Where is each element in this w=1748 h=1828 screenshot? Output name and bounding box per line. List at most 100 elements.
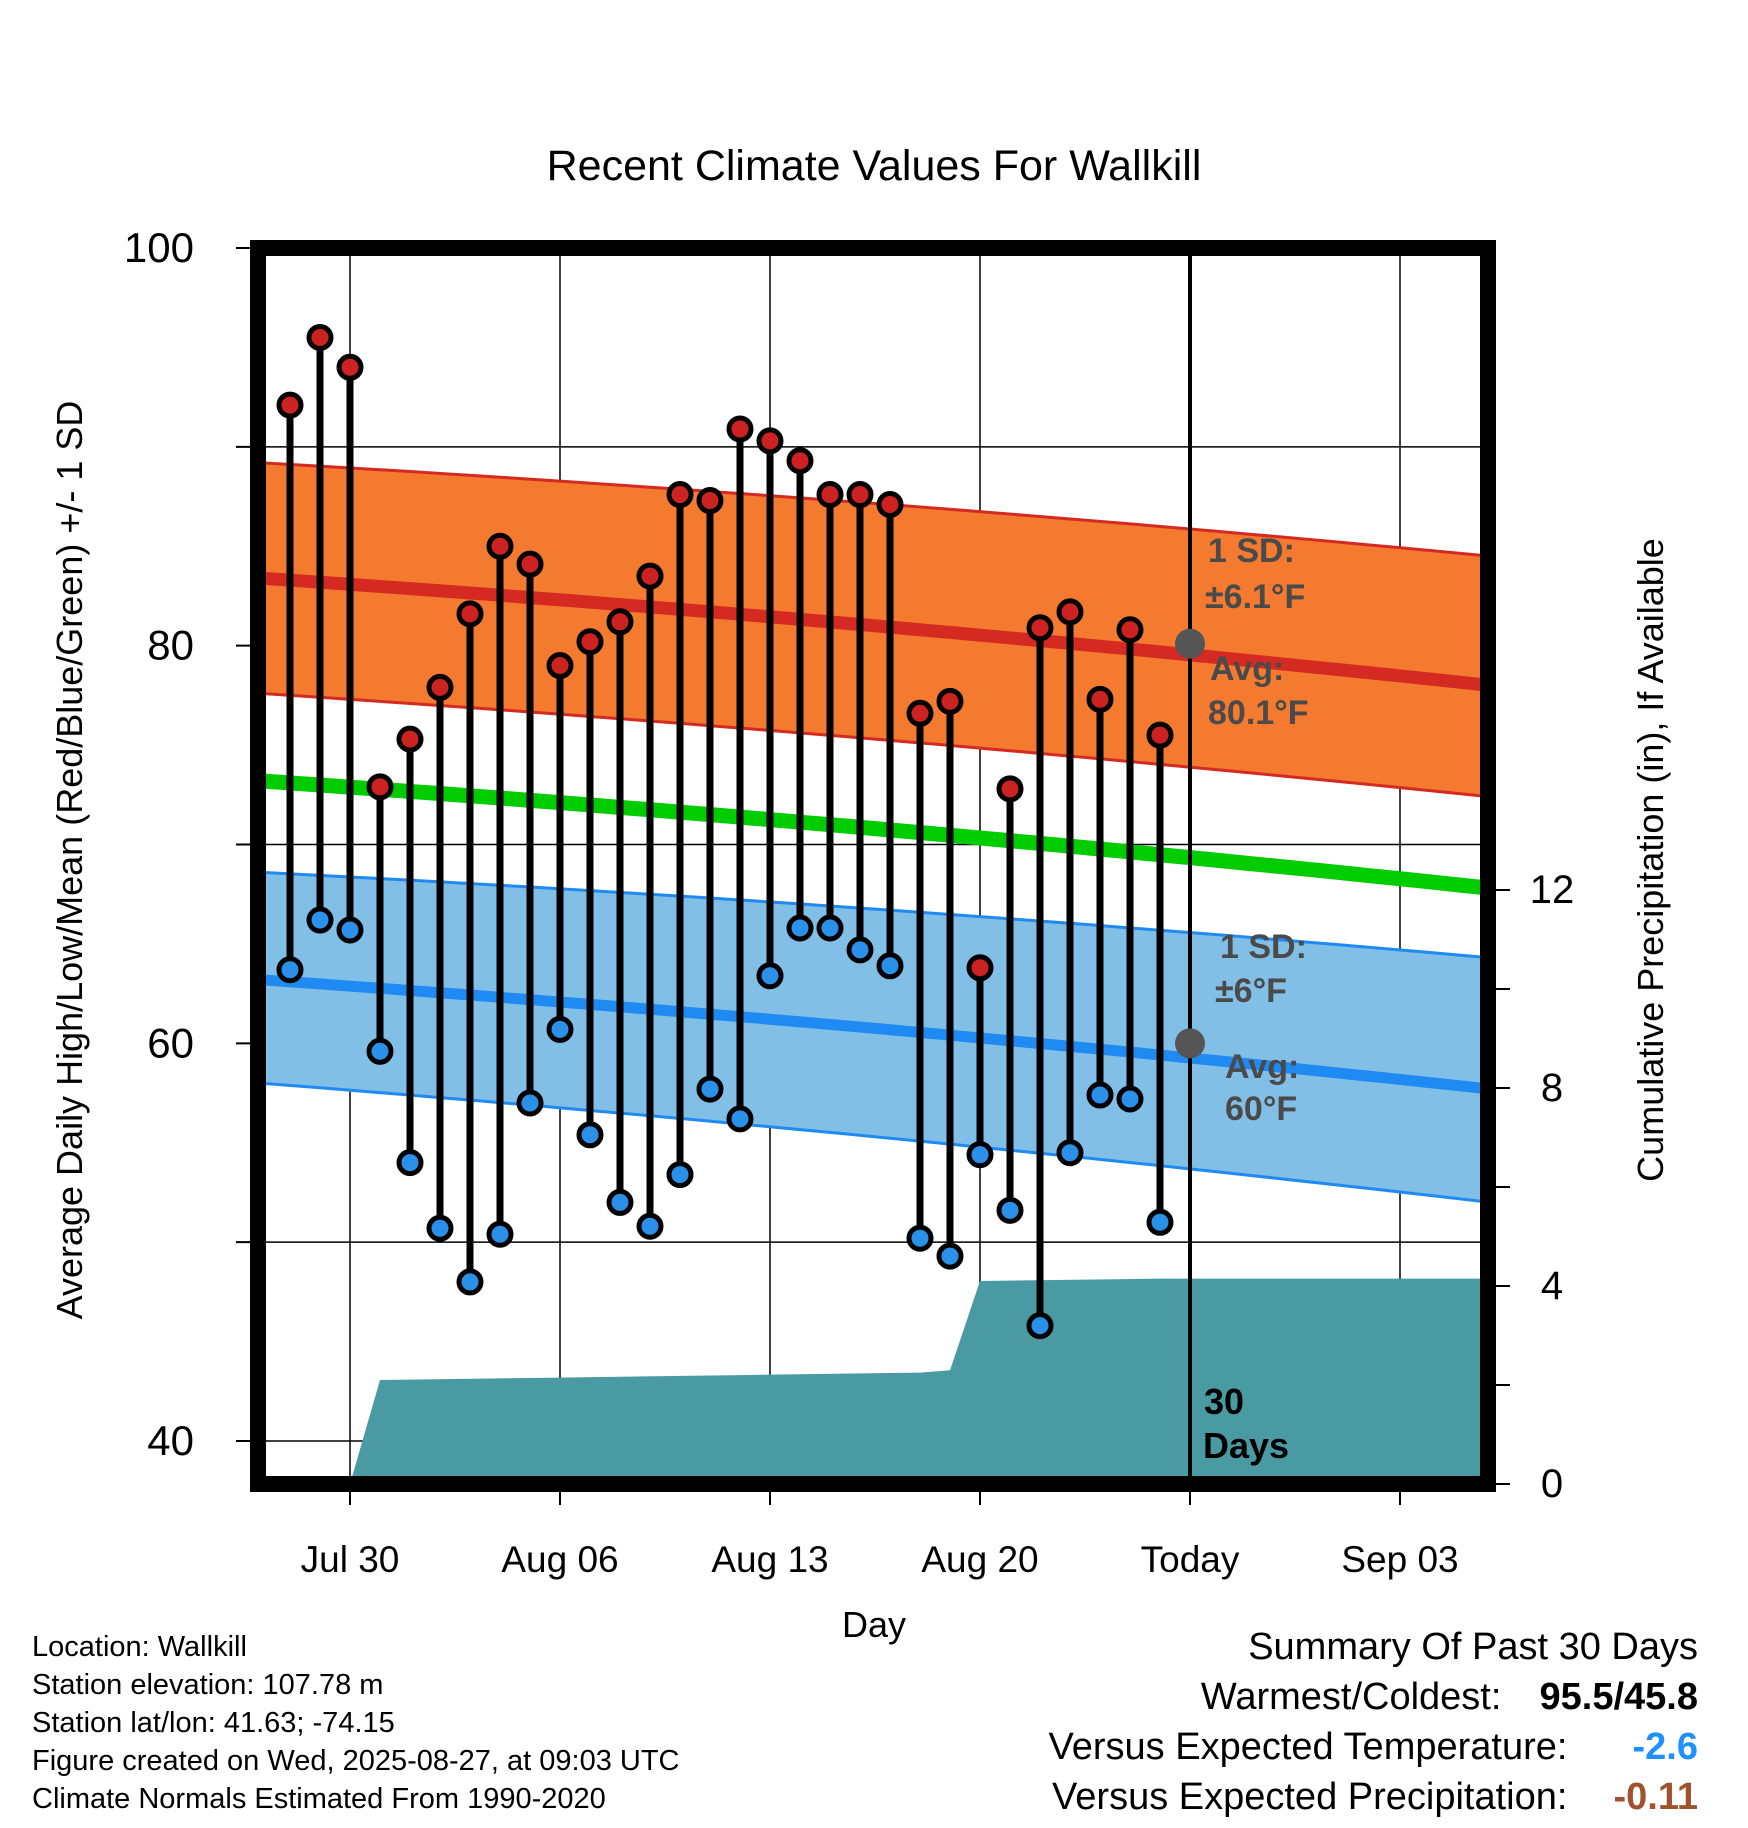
observed-high-point (336, 353, 364, 381)
y2-tick-label: 12 (1530, 868, 1575, 912)
observed-low-point (876, 952, 904, 980)
observed-high-point (906, 699, 934, 727)
observed-low-point (846, 936, 874, 964)
observed-low-point (1056, 1139, 1084, 1167)
observed-low-point (696, 1075, 724, 1103)
low-sd-lower-line (259, 1081, 1488, 1204)
y2-tick-label: 8 (1541, 1066, 1563, 1110)
observed-high-point (486, 532, 514, 560)
observed-low-point (576, 1121, 604, 1149)
observed-high-point (456, 600, 484, 628)
normal-mean-line (259, 773, 1488, 896)
observed-low-point (306, 906, 334, 934)
summary-panel: Summary Of Past 30 Days Warmest/Coldest:… (1049, 1622, 1698, 1822)
observed-high-point (846, 481, 874, 509)
observed-low-point (546, 1015, 574, 1043)
observed-low-point (816, 914, 844, 942)
observed-high-point (756, 427, 784, 455)
observed-high-point (1056, 598, 1084, 626)
info-normals: Climate Normals Estimated From 1990-2020 (32, 1783, 606, 1815)
observed-high-point (306, 323, 334, 351)
info-created: Figure created on Wed, 2025-08-27, at 09… (32, 1745, 680, 1777)
plot-frame (250, 240, 1496, 1492)
observed-high-point (516, 550, 544, 578)
observed-low-point (426, 1214, 454, 1242)
observed-low-point (1116, 1085, 1144, 1113)
warmest-coldest-label: Warmest/Coldest: (1200, 1676, 1502, 1718)
observed-high-point (966, 954, 994, 982)
y-tick-label: 40 (147, 1417, 194, 1464)
observed-high-point (1086, 685, 1114, 713)
station-info: Location: Wallkill Station elevation: 10… (32, 1628, 680, 1818)
observed-low-point (666, 1161, 694, 1189)
observed-low-point (636, 1212, 664, 1240)
x-tick-label: Jul 30 (301, 1539, 400, 1580)
observed-high-point (606, 608, 634, 636)
observed-high-point (996, 775, 1024, 803)
precip-vs-expected-label: Versus Expected Precipitation: (1052, 1776, 1568, 1818)
y-tick-label: 100 (124, 224, 194, 271)
today-high-avg-marker (1175, 628, 1205, 659)
observed-low-point (936, 1242, 964, 1270)
observed-low-point (606, 1188, 634, 1216)
y2-tick-label: 4 (1541, 1264, 1563, 1308)
y-tick-label: 80 (147, 622, 194, 669)
high-sd-label: 1 SD: (1208, 532, 1295, 570)
y2-axis-label: Cumulative Precipitation (in), If Availa… (1630, 538, 1671, 1182)
observed-low-point (336, 916, 364, 944)
observed-low-point (516, 1089, 544, 1117)
observed-high-point (696, 487, 724, 515)
observed-low-point (966, 1141, 994, 1169)
observed-high-point (636, 562, 664, 590)
high-sd-value: ±6.1°F (1205, 578, 1305, 616)
observed-low-point (1026, 1312, 1054, 1340)
temp-vs-expected-value: -2.6 (1632, 1726, 1698, 1768)
x-tick-label: Aug 20 (921, 1539, 1038, 1580)
x-tick-label: Aug 13 (711, 1539, 828, 1580)
info-latlon: Station lat/lon: 41.63; -74.15 (32, 1707, 395, 1739)
observed-low-point (366, 1037, 394, 1065)
normal-low-line (259, 974, 1488, 1095)
observed-high-point (786, 447, 814, 475)
low-avg-label: Avg: (1225, 1048, 1299, 1086)
observed-low-point (396, 1149, 424, 1177)
info-location: Location: Wallkill (32, 1631, 247, 1663)
observed-high-point (1026, 614, 1054, 642)
temp-vs-expected-label: Versus Expected Temperature: (1048, 1726, 1568, 1768)
info-elevation: Station elevation: 107.78 m (32, 1669, 384, 1701)
x-tick-label: Sep 03 (1341, 1539, 1458, 1580)
low-sd-value: ±6°F (1215, 972, 1287, 1010)
normal-high-line (259, 571, 1488, 692)
today-label-number: 30 (1204, 1381, 1244, 1422)
y-tick-label: 60 (147, 1019, 194, 1066)
observed-low-point (456, 1268, 484, 1296)
observed-high-point (276, 391, 304, 419)
observed-high-point (816, 481, 844, 509)
observed-low-point (276, 956, 304, 984)
x-tick-label: Aug 06 (501, 1539, 618, 1580)
high-sd-lower-line (259, 691, 1488, 799)
y2-tick-label: 0 (1541, 1462, 1563, 1506)
observed-low-point (756, 962, 784, 990)
x-tick-label: Today (1141, 1539, 1240, 1580)
observed-high-point (576, 628, 604, 656)
low-sd-band (260, 872, 1488, 1203)
today-label-days: Days (1203, 1425, 1289, 1466)
observed-high-point (726, 415, 754, 443)
observed-high-point (876, 490, 904, 518)
observed-low-point (726, 1105, 754, 1133)
observed-high-point (936, 687, 964, 715)
y-axis-label: Average Daily High/Low/Mean (Red/Blue/Gr… (49, 401, 90, 1320)
high-avg-label: Avg: (1210, 650, 1284, 688)
observed-low-point (996, 1196, 1024, 1224)
summary-title: Summary Of Past 30 Days (1248, 1626, 1698, 1668)
observed-low-point (906, 1224, 934, 1252)
low-sd-label: 1 SD: (1220, 928, 1307, 966)
observed-low-point (786, 914, 814, 942)
observed-low-point (486, 1220, 514, 1248)
observed-high-point (426, 673, 454, 701)
observed-high-point (1146, 721, 1174, 749)
precip-area (260, 1278, 1488, 1484)
low-sd-upper-line (259, 870, 1488, 960)
